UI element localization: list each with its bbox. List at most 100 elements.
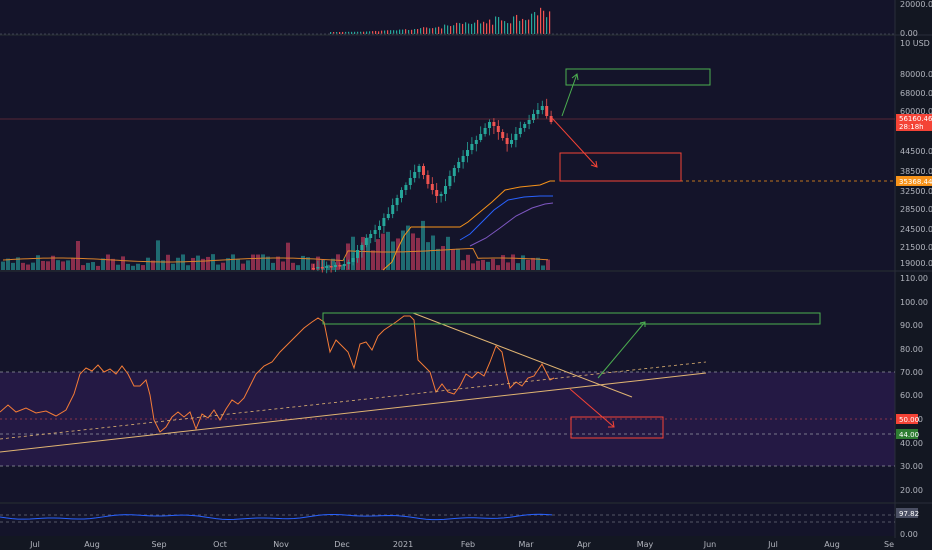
candle-body <box>457 162 461 168</box>
candle-body <box>400 190 403 198</box>
price-axis-label: 44500.00 <box>900 147 932 156</box>
rsi-arrow-down-red[interactable] <box>569 388 615 428</box>
time-axis-label: Jun <box>703 540 717 549</box>
target-box-green[interactable] <box>565 68 711 86</box>
rsi-axis-label: 100.00 <box>900 298 928 307</box>
candle-body <box>316 267 320 269</box>
candle-body <box>342 264 346 266</box>
price-axis-label: 28500.00 <box>900 205 932 214</box>
volume-bar <box>444 24 446 34</box>
candle-body <box>356 250 359 258</box>
volume-bar <box>414 29 416 34</box>
volume-bar <box>462 23 464 34</box>
volume-bar <box>346 243 350 270</box>
volume-bar <box>342 31 344 34</box>
candle-body <box>338 265 342 267</box>
arrow-up-green[interactable] <box>561 73 579 117</box>
volume-bar <box>186 265 190 270</box>
volume-bar <box>456 248 460 270</box>
volume-bar <box>126 263 130 270</box>
volume-bar <box>536 257 540 270</box>
target-box-red[interactable] <box>559 152 682 182</box>
volume-bar <box>480 23 482 34</box>
price-pane <box>0 36 895 270</box>
rsi-box-red[interactable] <box>570 416 664 439</box>
price-axis-label: 21500.00 <box>900 243 932 252</box>
rsi-axis-label: 20.00 <box>900 486 923 495</box>
rsi-trendline-resistance[interactable] <box>412 312 633 398</box>
time-axis[interactable]: Jul Aug Sep Oct Nov Dec 2021 Feb Mar Apr May Jun Jul… <box>29 540 894 549</box>
candle-body <box>505 138 509 144</box>
volume-bar <box>291 262 295 270</box>
volume-bar <box>441 28 443 34</box>
volume-bar <box>306 257 310 270</box>
volume-bar <box>236 259 240 270</box>
volume-bar <box>241 263 245 270</box>
arrow-down-red[interactable] <box>551 117 598 168</box>
last-price-tag <box>896 114 932 131</box>
candle-body <box>514 134 518 140</box>
volume-bar <box>399 29 401 34</box>
volume-bar <box>21 262 25 270</box>
volume-bar <box>116 264 120 270</box>
volume-bar <box>506 262 510 270</box>
volume-bar <box>516 14 518 34</box>
volume-bar <box>131 265 135 270</box>
rsi-trendline-support[interactable] <box>0 372 707 453</box>
volume-bar <box>476 260 480 270</box>
volume-bar <box>61 261 65 270</box>
volume-bar <box>546 17 548 34</box>
volume-bar <box>171 263 175 270</box>
volume-bar <box>447 25 449 34</box>
volume-bar <box>46 261 50 270</box>
volume-bar <box>401 230 405 270</box>
volume-bar <box>387 30 389 34</box>
rsi-trendline-support-dashed[interactable] <box>0 361 707 440</box>
time-axis-label: Apr <box>577 540 592 549</box>
volume-bar <box>71 258 75 270</box>
volume-bar <box>256 254 260 270</box>
candle-body <box>470 144 474 150</box>
volume-bar <box>41 260 45 270</box>
volume-bar <box>496 265 500 270</box>
time-axis-label: Aug <box>824 540 840 549</box>
volume-bar <box>431 235 435 270</box>
volume-bar <box>226 258 230 270</box>
last-price-value: 56160.46 <box>899 115 932 123</box>
price-axis-label: 68000.00 <box>900 89 932 98</box>
candle-body <box>532 114 535 120</box>
volume-bar <box>354 31 356 34</box>
axis-label: 0.00 <box>900 29 918 38</box>
volume-bar <box>101 258 105 270</box>
candle-body <box>312 268 315 270</box>
candle-body <box>488 122 491 128</box>
volume-bar <box>151 260 155 270</box>
volume-histogram <box>330 7 551 35</box>
volume-bar <box>261 254 265 270</box>
volume-bar <box>345 31 347 34</box>
volume-bar <box>522 18 524 34</box>
volume-bar <box>371 250 375 270</box>
volume-bar <box>451 249 455 270</box>
volume-bar <box>504 21 506 34</box>
candle-body <box>536 110 540 114</box>
time-axis-label: Feb <box>461 540 475 549</box>
volume-bar <box>416 237 420 270</box>
candle-body <box>373 230 377 234</box>
volume-bar <box>441 246 445 270</box>
candle-body <box>325 266 329 268</box>
volume-bar <box>369 31 371 34</box>
candle-body <box>492 122 496 126</box>
price-axis-label: 80000.00 <box>900 70 932 79</box>
moving-average-orange <box>382 180 555 271</box>
volume-bar <box>541 265 545 270</box>
candle-body <box>378 226 381 230</box>
rsi-tag-red <box>896 414 918 424</box>
time-axis-label: Dec <box>334 540 349 549</box>
candle-body <box>334 265 337 267</box>
volume-bar <box>435 27 437 34</box>
rsi-box-green[interactable] <box>322 312 821 325</box>
rsi-arrow-up-green[interactable] <box>597 321 646 379</box>
